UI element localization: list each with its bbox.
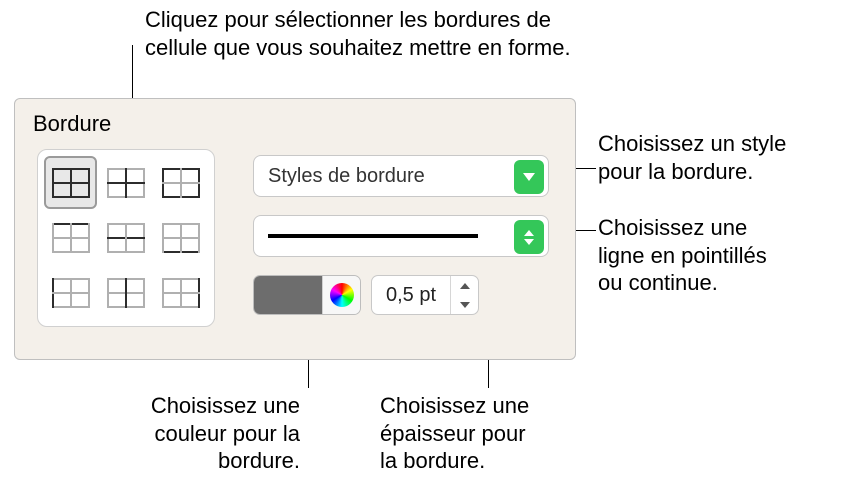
callout-style: Choisissez un stylepour la bordure. [598, 130, 858, 185]
callout-line: Choisissez uneligne en pointillésou cont… [598, 214, 858, 297]
border-bottom[interactable] [157, 213, 206, 262]
line-sample-icon [268, 234, 478, 238]
line-type-dropdown[interactable] [253, 215, 549, 257]
color-wheel-icon [322, 276, 360, 314]
color-thickness-row: 0,5 pt [253, 275, 479, 315]
section-label: Bordure [33, 111, 111, 137]
border-all[interactable] [46, 158, 95, 207]
thickness-value: 0,5 pt [372, 284, 450, 307]
callout-thickness: Choisissez uneépaisseur pourla bordure. [380, 392, 600, 475]
border-selection-grid [37, 149, 215, 327]
stepper-down-icon[interactable] [451, 295, 478, 314]
border-style-dropdown[interactable]: Styles de bordure [253, 155, 549, 197]
border-left[interactable] [46, 269, 95, 318]
border-panel: Bordure [14, 98, 576, 360]
callout-select-borders: Cliquez pour sélectionner les bordures d… [145, 6, 645, 61]
border-color-picker[interactable] [253, 275, 361, 315]
border-outer[interactable] [157, 158, 206, 207]
border-vertical-middle[interactable] [101, 269, 150, 318]
updown-chevron-icon [514, 220, 544, 254]
border-top[interactable] [46, 213, 95, 262]
border-thickness-stepper[interactable]: 0,5 pt [371, 275, 479, 315]
stepper-up-icon[interactable] [451, 276, 478, 295]
chevron-down-icon [514, 160, 544, 194]
border-right[interactable] [157, 269, 206, 318]
color-swatch [254, 276, 322, 314]
border-style-label: Styles de bordure [268, 165, 425, 188]
stepper-buttons [450, 276, 478, 314]
border-inner[interactable] [101, 158, 150, 207]
callout-color: Choisissez unecouleur pour labordure. [100, 392, 300, 475]
border-horizontal-middle[interactable] [101, 213, 150, 262]
